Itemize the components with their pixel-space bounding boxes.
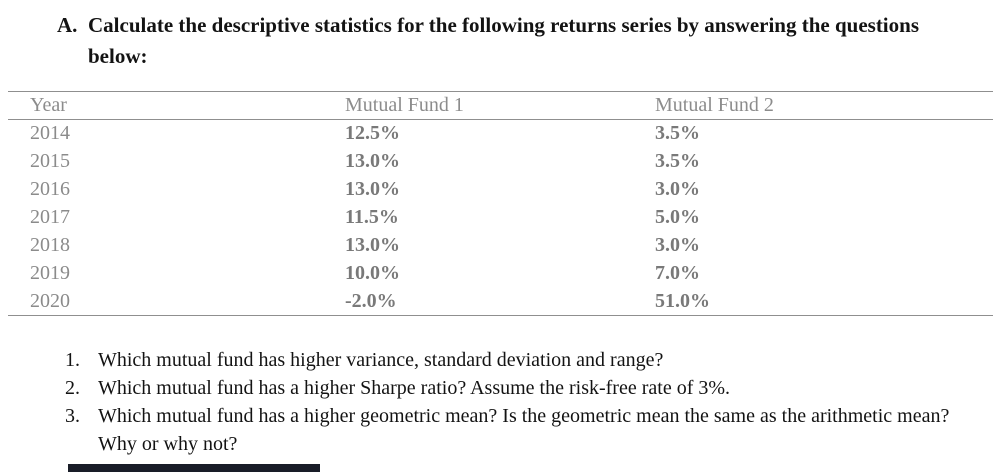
fund1-cell: 11.5% <box>345 206 399 228</box>
question-text: Which mutual fund has a higher geometric… <box>98 405 950 455</box>
question-number: 3. <box>65 405 80 427</box>
column-header-fund1: Mutual Fund 1 <box>345 94 464 116</box>
question-item: 3. Which mutual fund has a higher geomet… <box>65 402 954 458</box>
fund1-cell: 13.0% <box>345 234 400 256</box>
year-cell: 2016 <box>30 178 70 200</box>
question-text: Which mutual fund has higher variance, s… <box>98 349 664 371</box>
table-row: 2016 13.0% 3.0% <box>8 176 993 204</box>
fund2-cell: 7.0% <box>655 262 700 284</box>
returns-table: Year Mutual Fund 1 Mutual Fund 2 2014 12… <box>8 91 993 316</box>
question-item: 2. Which mutual fund has a higher Sharpe… <box>65 374 954 402</box>
questions-list: 1. Which mutual fund has higher variance… <box>65 346 954 458</box>
page-title: A. Calculate the descriptive statistics … <box>57 10 950 72</box>
cropped-content-bar <box>68 464 320 472</box>
question-number: 1. <box>65 349 80 371</box>
year-cell: 2015 <box>30 150 70 172</box>
question-number: 2. <box>65 377 80 399</box>
fund2-cell: 5.0% <box>655 206 700 228</box>
fund2-cell: 3.0% <box>655 178 700 200</box>
fund1-cell: 10.0% <box>345 262 400 284</box>
year-cell: 2019 <box>30 262 70 284</box>
table-header-row: Year Mutual Fund 1 Mutual Fund 2 <box>8 91 993 120</box>
fund1-cell: 13.0% <box>345 150 400 172</box>
table-row: 2015 13.0% 3.5% <box>8 148 993 176</box>
table-row: 2017 11.5% 5.0% <box>8 204 993 232</box>
year-cell: 2020 <box>30 289 70 312</box>
year-cell: 2018 <box>30 234 70 256</box>
table-row: 2014 12.5% 3.5% <box>8 120 993 148</box>
column-header-year: Year <box>30 94 67 116</box>
fund2-cell: 51.0% <box>655 289 710 312</box>
fund2-cell: 3.0% <box>655 234 700 256</box>
fund1-cell: 13.0% <box>345 178 400 200</box>
fund2-cell: 3.5% <box>655 150 700 172</box>
fund2-cell: 3.5% <box>655 122 700 145</box>
title-text: Calculate the descriptive statistics for… <box>88 13 919 68</box>
column-header-fund2: Mutual Fund 2 <box>655 94 774 116</box>
table-row: 2019 10.0% 7.0% <box>8 260 993 288</box>
table-row: 2020 -2.0% 51.0% <box>8 288 993 316</box>
table-row: 2018 13.0% 3.0% <box>8 232 993 260</box>
year-cell: 2014 <box>30 122 70 145</box>
fund1-cell: -2.0% <box>345 289 397 312</box>
title-letter: A. <box>57 13 78 37</box>
question-item: 1. Which mutual fund has higher variance… <box>65 346 954 374</box>
fund1-cell: 12.5% <box>345 122 400 145</box>
year-cell: 2017 <box>30 206 70 228</box>
question-text: Which mutual fund has a higher Sharpe ra… <box>98 377 731 399</box>
